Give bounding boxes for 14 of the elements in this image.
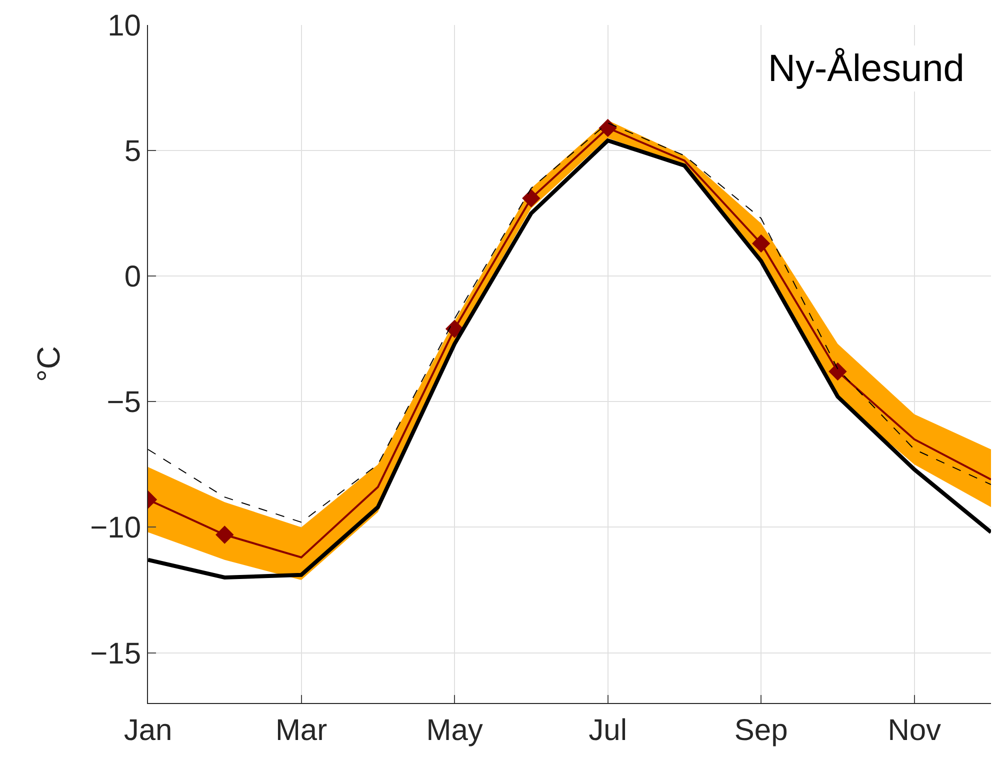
x-tick-label: Nov bbox=[888, 714, 942, 747]
y-tick-label: −5 bbox=[106, 386, 141, 420]
y-tick-label: 5 bbox=[124, 135, 141, 168]
y-tick-label: −10 bbox=[90, 512, 141, 545]
y-tick-label: −15 bbox=[90, 637, 141, 670]
y-axis-title: °C bbox=[30, 346, 66, 382]
y-tick-label: 0 bbox=[124, 260, 141, 294]
x-tick-label: Jul bbox=[588, 714, 627, 747]
x-tick-label: Sep bbox=[734, 714, 788, 747]
x-tick-label: Mar bbox=[275, 714, 328, 747]
x-tick-label: May bbox=[426, 714, 483, 747]
x-tick-label: Jan bbox=[124, 714, 172, 747]
annotation: Ny-Ålesund bbox=[768, 47, 964, 90]
y-tick-label: 10 bbox=[108, 10, 141, 42]
